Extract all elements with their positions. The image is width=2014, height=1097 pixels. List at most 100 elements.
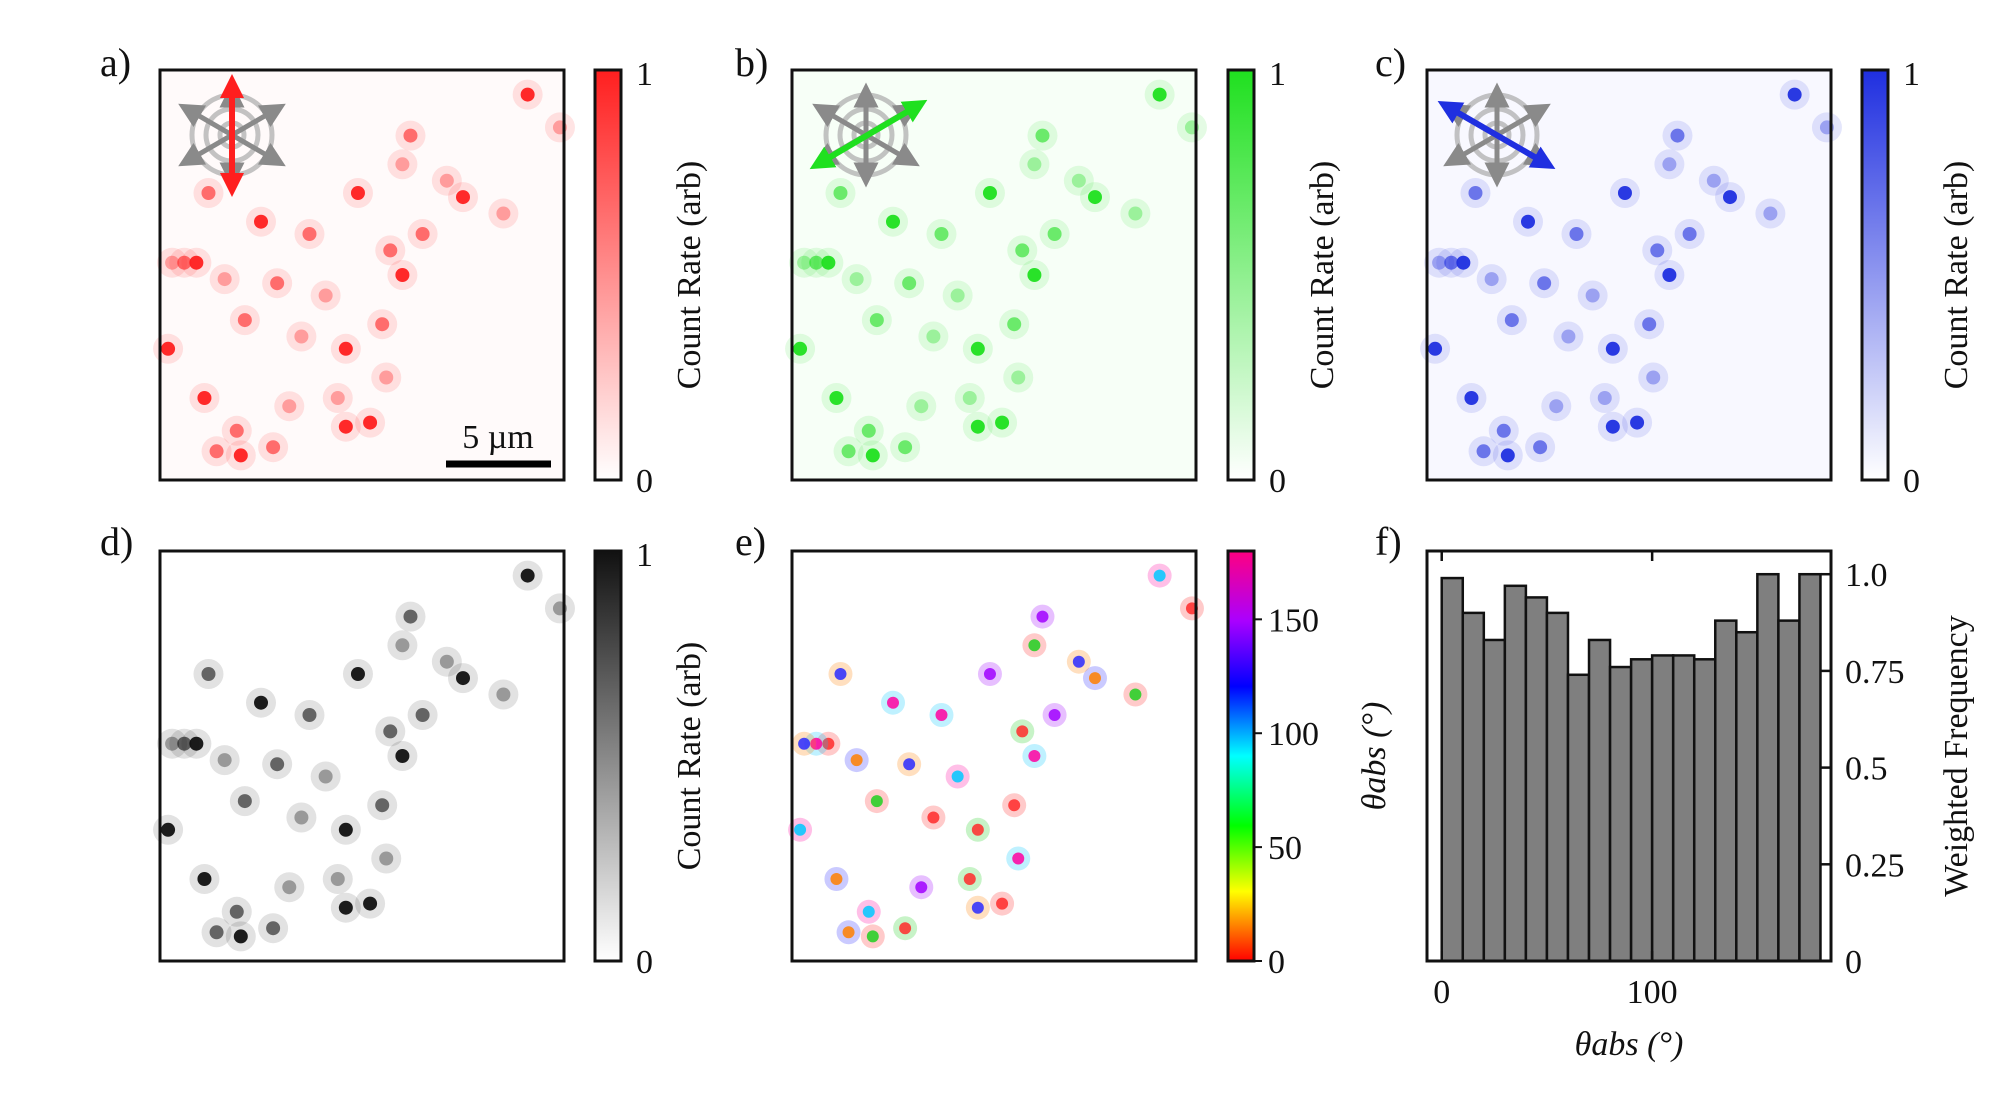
histogram-bar: [1482, 638, 1507, 963]
spot: [926, 329, 941, 344]
spot: [318, 769, 333, 784]
spot: [1670, 128, 1685, 143]
x-tick-label: 100: [1627, 974, 1678, 1011]
spot: [1428, 341, 1443, 356]
hue-tick-label: 150: [1268, 602, 1319, 639]
spot-core: [971, 823, 984, 836]
spot: [165, 736, 180, 751]
colorbar-a: 1 0 Count Rate (arb): [593, 56, 708, 500]
spot: [177, 736, 192, 751]
spot-halo: [906, 391, 937, 422]
spot: [962, 391, 977, 405]
spot: [338, 341, 353, 356]
spot: [254, 695, 268, 710]
spot: [849, 272, 864, 287]
spot-halo: [789, 247, 820, 278]
spot: [1569, 227, 1584, 241]
spot: [161, 822, 176, 837]
colorbar-d-tick-bottom: 0: [636, 944, 653, 981]
spot-core: [842, 926, 855, 939]
colorbar-d: 1 0 Count Rate (arb): [593, 537, 708, 981]
spots-c: [1420, 79, 1842, 471]
spot-core: [1129, 688, 1142, 701]
colorbar-c-tick-top: 1: [1903, 56, 1920, 93]
spot-halo: [1755, 198, 1786, 229]
spot: [914, 399, 929, 414]
spot: [1561, 329, 1576, 344]
histogram-bar: [1650, 654, 1675, 963]
spot: [217, 753, 232, 768]
spot-halo: [488, 679, 519, 710]
spot: [1476, 444, 1491, 459]
y-tick-label: 1.0: [1845, 557, 1888, 594]
spot: [1011, 370, 1026, 385]
colorbar-b-tick-bottom: 0: [1269, 463, 1286, 500]
spot: [237, 313, 252, 328]
spot-halo: [157, 728, 188, 759]
spot: [496, 206, 511, 221]
spot: [282, 880, 297, 895]
spot: [395, 268, 410, 282]
spot: [375, 317, 390, 332]
spot: [415, 708, 430, 722]
spot: [363, 415, 378, 430]
spot: [1027, 268, 1042, 282]
polarization-compass-c: [1437, 82, 1556, 188]
spot: [350, 186, 365, 200]
spot-core: [971, 901, 984, 914]
spot: [338, 822, 353, 837]
spot-halo: [954, 383, 985, 413]
spot: [209, 925, 224, 940]
spot-halo: [1424, 247, 1455, 278]
colorbar-a-tick-top: 1: [636, 56, 653, 93]
spot: [1484, 272, 1499, 287]
spot-core: [915, 881, 928, 894]
spot: [865, 448, 880, 463]
spot: [1464, 391, 1479, 405]
colorbar-a-tick-bottom: 0: [636, 463, 653, 500]
spot-core: [1072, 655, 1085, 668]
spot-halo: [1176, 112, 1207, 143]
spot: [383, 724, 398, 739]
spots-a: [153, 79, 575, 471]
spot: [456, 671, 470, 686]
histogram-bar: [1440, 576, 1465, 963]
spot: [496, 687, 511, 702]
diagonal-green-arrow: [809, 99, 928, 170]
histogram-f: 0 100 0 0.25 0.5 0.75 1.0 θabs (°) Weighted F…: [1425, 549, 1975, 1063]
colorbar-d-label: Count Rate (arb): [671, 642, 708, 871]
spot: [330, 872, 345, 886]
colorbar-a-label: Count Rate (arb): [671, 161, 708, 390]
histogram-bars: [1440, 572, 1822, 963]
spot-halo: [310, 761, 341, 792]
spot-halo: [1063, 165, 1094, 196]
histogram-xlabel: θabs (°): [1575, 1026, 1684, 1063]
spot: [350, 667, 365, 681]
spot-halo: [1577, 280, 1608, 311]
spot-halo: [431, 646, 462, 677]
spot: [1597, 391, 1612, 405]
spot: [233, 929, 248, 944]
spot: [1605, 341, 1620, 356]
spot-halo: [387, 149, 418, 180]
spot: [869, 313, 884, 328]
histogram-bar: [1566, 673, 1591, 963]
spot-core: [1016, 725, 1029, 738]
spot-core: [1089, 672, 1101, 685]
spot-halo: [841, 264, 872, 295]
spot: [1617, 186, 1632, 200]
map-a: 5 µm: [153, 68, 575, 482]
spot: [197, 391, 212, 405]
spot-halo: [918, 321, 949, 352]
spot: [282, 399, 297, 414]
histogram-bar: [1608, 665, 1633, 963]
spot: [1152, 87, 1167, 102]
spot: [934, 227, 949, 241]
panel-label-b: b): [735, 40, 768, 85]
spot-halo: [371, 843, 402, 874]
histogram-frame: [1425, 549, 1833, 963]
map-a-frame: [158, 68, 566, 482]
map-d: [153, 549, 575, 963]
histogram-bar: [1629, 658, 1654, 963]
spot-halo: [310, 280, 341, 311]
